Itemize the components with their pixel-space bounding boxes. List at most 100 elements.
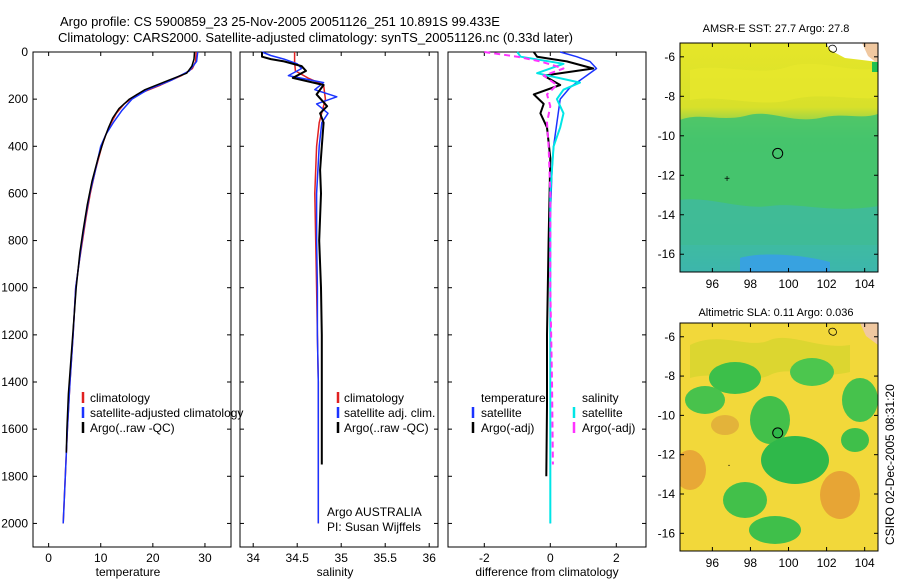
salinity-ticks: 34 34.5 35 35.5 36 xyxy=(240,51,438,565)
temperature-xlabel: temperature xyxy=(96,565,161,579)
temperature-ytick-label: 1200 xyxy=(1,328,28,342)
temperature-legend: climatology satellite-adjusted climatolo… xyxy=(81,391,243,435)
sst-lon-label: 102 xyxy=(817,277,837,291)
sla-lat-label: -10 xyxy=(658,408,676,422)
temperature-ytick-label: 2000 xyxy=(1,516,28,530)
difference-legend-s-satellite: satellite xyxy=(582,406,623,420)
sst-lon-label: 98 xyxy=(744,277,758,291)
temperature-ticks: 0 10 20 30 0 200 400 600 800 1000 1200 1400 1600 1800… xyxy=(1,45,231,565)
salinity-legend-argo: Argo(..raw -QC) xyxy=(344,421,429,435)
temperature-ytick-label: 1000 xyxy=(1,281,28,295)
sla-lon-label: 104 xyxy=(855,556,875,570)
sla-lon-label: 102 xyxy=(817,556,837,570)
sst-lon-label: 96 xyxy=(706,277,720,291)
sla-map-panel: Altimetric SLA: 0.11 Argo: 0.036 . 96 98 1… xyxy=(658,307,879,570)
sst-map-ticks: 96 98 100 102 104 -6 -8 -10 -12 -14 -16 xyxy=(658,43,878,291)
salinity-lines xyxy=(261,51,338,524)
difference-xtick-label: -2 xyxy=(479,551,490,565)
figure-title-line2: Climatology: CARS2000. Satellite-adjuste… xyxy=(58,30,573,45)
temperature-ytick-label: 1800 xyxy=(1,469,28,483)
salinity-axes-frame xyxy=(239,51,439,548)
sst-lat-label: -6 xyxy=(664,50,675,64)
salinity-legend-climatology: climatology xyxy=(344,391,404,405)
difference-series-s-argo xyxy=(484,51,565,465)
difference-axes-frame xyxy=(447,51,647,548)
temperature-panel: 0 10 20 30 0 200 400 600 800 1000 1200 1400 1600 1800… xyxy=(1,45,243,579)
difference-legend-t-argo: Argo(-adj) xyxy=(481,421,534,435)
sst-lat-label: -14 xyxy=(658,208,676,222)
temperature-axes-frame xyxy=(32,51,232,548)
difference-series-t-satellite xyxy=(549,51,598,524)
footer-org: Argo AUSTRALIA xyxy=(327,505,422,519)
salinity-series-satellite xyxy=(261,51,338,524)
footer-timestamp: CSIRO 02-Dec-2005 08:31:20 xyxy=(883,384,897,545)
temperature-ytick-label: 600 xyxy=(8,186,28,200)
temperature-series-climatology xyxy=(62,51,197,524)
temperature-series-satellite xyxy=(62,51,199,524)
difference-panel: -2 0 2 temperature salinity satellite Argo… xyxy=(447,51,647,579)
sla-lat-label: -6 xyxy=(664,330,675,344)
difference-xtick-label: 2 xyxy=(613,551,620,565)
salinity-panel: 34 34.5 35 35.5 36 climatology satellite adj… xyxy=(239,51,439,579)
sla-lat-label: -12 xyxy=(658,448,676,462)
difference-legend-salinity-title: salinity xyxy=(582,391,619,405)
sla-lat-label: -14 xyxy=(658,487,676,501)
difference-legend-s-argo: Argo(-adj) xyxy=(582,421,635,435)
temperature-xtick-label: 10 xyxy=(94,551,108,565)
sla-lon-label: 98 xyxy=(744,556,758,570)
sst-float-location-marker xyxy=(772,147,784,159)
sst-lat-label: -16 xyxy=(658,247,676,261)
temperature-ytick-label: 400 xyxy=(8,139,28,153)
temperature-ytick-label: 1600 xyxy=(1,422,28,436)
sst-map-panel: AMSR-E SST: 27.7 Argo: 27.8 + 96 98 100 102… xyxy=(658,23,879,291)
temperature-ytick-label: 800 xyxy=(8,234,28,248)
difference-xlabel: difference from climatology xyxy=(475,565,618,579)
salinity-xtick-label: 34.5 xyxy=(286,551,310,565)
salinity-legend: climatology satellite adj. clim. Argo(..… xyxy=(336,391,435,435)
difference-ticks: -2 0 2 xyxy=(448,51,646,565)
figure-title-line1: Argo profile: CS 5900859_23 25-Nov-2005 … xyxy=(60,14,500,29)
temperature-legend-satellite: satellite-adjusted climatology xyxy=(90,406,243,420)
sla-float-location-marker xyxy=(772,427,784,439)
sst-map-frame xyxy=(679,42,879,273)
sst-other-float-marker: + xyxy=(724,174,730,185)
temperature-xtick-label: 0 xyxy=(45,551,52,565)
temperature-xtick-label: 30 xyxy=(198,551,212,565)
salinity-legend-satellite: satellite adj. clim. xyxy=(344,406,435,420)
salinity-series-argo xyxy=(261,52,329,465)
difference-series-s-satellite xyxy=(516,51,581,524)
difference-legend-temperature-title: temperature xyxy=(481,391,546,405)
sst-lat-label: -10 xyxy=(658,129,676,143)
temperature-series-argo xyxy=(65,51,196,453)
salinity-xlabel: salinity xyxy=(317,565,354,579)
footer-pi: PI: Susan Wijffels xyxy=(327,520,421,534)
temperature-legend-climatology: climatology xyxy=(90,391,150,405)
difference-lines xyxy=(484,51,598,524)
sst-lat-label: -12 xyxy=(658,168,676,182)
sst-lon-label: 100 xyxy=(779,277,799,291)
sst-map-title: AMSR-E SST: 27.7 Argo: 27.8 xyxy=(703,23,850,35)
salinity-xtick-label: 35.5 xyxy=(374,551,398,565)
salinity-xtick-label: 34 xyxy=(247,551,261,565)
sla-other-float-marker: . xyxy=(728,458,731,469)
sla-lon-label: 96 xyxy=(706,556,720,570)
temperature-ytick-label: 200 xyxy=(8,92,28,106)
temperature-ytick-label: 0 xyxy=(21,45,28,59)
temperature-xtick-label: 20 xyxy=(146,551,160,565)
salinity-xtick-label: 35 xyxy=(335,551,349,565)
difference-legend-t-satellite: satellite xyxy=(481,406,522,420)
sla-map-frame xyxy=(679,322,879,552)
sla-lat-label: -8 xyxy=(664,369,675,383)
difference-xtick-label: 0 xyxy=(547,551,554,565)
temperature-lines xyxy=(62,51,199,524)
sla-map-title: Altimetric SLA: 0.11 Argo: 0.036 xyxy=(698,307,853,319)
salinity-xtick-label: 36 xyxy=(423,551,437,565)
difference-series-t-argo xyxy=(532,51,595,477)
temperature-legend-argo: Argo(..raw -QC) xyxy=(90,421,175,435)
sst-lat-label: -8 xyxy=(664,89,675,103)
sla-lat-label: -16 xyxy=(658,526,676,540)
sla-lon-label: 100 xyxy=(779,556,799,570)
sla-map-ticks: 96 98 100 102 104 -6 -8 -10 -12 -14 -16 xyxy=(658,323,878,570)
sst-map-field: + xyxy=(680,43,878,272)
